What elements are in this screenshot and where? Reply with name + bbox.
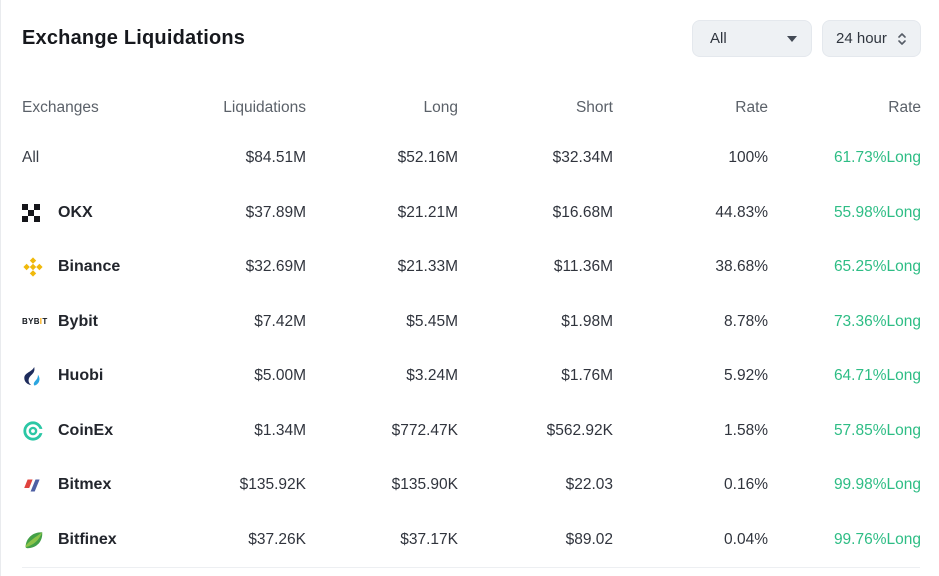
exchange-name: Bitfinex — [58, 530, 117, 548]
table-row-okx: OKX $37.89M $21.21M $16.68M 44.83% 55.98… — [22, 186, 921, 241]
long-value: $3.24M — [406, 367, 458, 385]
short-value: $1.76M — [561, 367, 613, 385]
liquidations-value: $5.00M — [254, 367, 306, 385]
liquidations-value: $37.26K — [248, 530, 306, 548]
coinex-logo-icon — [22, 420, 58, 442]
long-value: $135.90K — [391, 476, 458, 494]
liquidations-value: $32.69M — [245, 258, 306, 276]
liquidations-value: $1.34M — [254, 421, 306, 439]
long-value: $21.33M — [397, 258, 458, 276]
short-value: $1.98M — [561, 312, 613, 330]
bitfinex-logo-icon — [22, 528, 58, 552]
table-row-bitfinex: Bitfinex $37.26K $37.17K $89.02 0.04% 99… — [22, 513, 921, 568]
short-value: $32.34M — [552, 149, 613, 167]
liquidations-value: $135.92K — [239, 476, 306, 494]
short-value: $562.92K — [546, 421, 613, 439]
exchange-filter-value: All — [710, 30, 727, 47]
long-rate-value: 61.73%Long — [833, 149, 921, 167]
okx-logo-icon — [22, 203, 58, 222]
exchange-filter-dropdown[interactable]: All — [692, 20, 812, 57]
short-value: $89.02 — [565, 530, 613, 548]
rate-value: 5.92% — [724, 367, 768, 385]
exchange-name: CoinEx — [58, 421, 114, 439]
rate-value: 100% — [728, 149, 768, 167]
long-rate-value: 99.76%Long — [833, 530, 921, 548]
exchange-name: Binance — [58, 258, 121, 276]
col-header-long: Long — [423, 99, 458, 116]
col-header-exchanges: Exchanges — [22, 99, 99, 116]
liquidations-value: $37.89M — [245, 203, 306, 221]
rate-value: 0.04% — [724, 530, 768, 548]
timeframe-dropdown[interactable]: 24 hour — [822, 20, 921, 57]
bitmex-logo-icon — [22, 475, 58, 495]
rate-value: 0.16% — [724, 476, 768, 494]
liquidations-table: Exchanges Liquidations Long Short Rate R… — [1, 85, 939, 568]
table-header-row: Exchanges Liquidations Long Short Rate R… — [22, 85, 921, 131]
table-row-bybit: BYBIT Bybit $7.42M $5.45M $1.98M 8.78% 7… — [22, 295, 921, 350]
long-rate-value: 65.25%Long — [833, 258, 921, 276]
long-value: $21.21M — [397, 203, 458, 221]
bybit-logo-icon: BYBIT — [22, 317, 48, 327]
huobi-logo-icon — [22, 366, 58, 387]
long-rate-value: 57.85%Long — [833, 421, 921, 439]
exchange-name: OKX — [58, 203, 93, 221]
timeframe-value: 24 hour — [836, 30, 887, 47]
long-rate-value: 64.71%Long — [833, 367, 921, 385]
long-rate-value: 55.98%Long — [833, 203, 921, 221]
col-header-liquidations: Liquidations — [223, 99, 306, 116]
long-rate-value: 99.98%Long — [833, 476, 921, 494]
long-value: $37.17K — [400, 530, 458, 548]
exchange-name: All — [22, 149, 40, 167]
table-row-huobi: Huobi $5.00M $3.24M $1.76M 5.92% 64.71%L… — [22, 349, 921, 404]
short-value: $22.03 — [565, 476, 613, 494]
col-header-short: Short — [575, 99, 613, 116]
table-row-bitmex: Bitmex $135.92K $135.90K $22.03 0.16% 99… — [22, 458, 921, 513]
caret-down-icon — [787, 35, 797, 42]
exchange-name: Bitmex — [58, 476, 112, 494]
liquidations-value: $7.42M — [254, 312, 306, 330]
short-value: $11.36M — [553, 258, 613, 276]
table-row-coinex: CoinEx $1.34M $772.47K $562.92K 1.58% 57… — [22, 404, 921, 459]
rate-value: 44.83% — [715, 203, 768, 221]
short-value: $16.68M — [552, 203, 613, 221]
filter-group: All 24 hour — [692, 20, 921, 57]
rate-value: 38.68% — [715, 258, 768, 276]
card-header: Exchange Liquidations All 24 hour — [1, 0, 939, 57]
long-value: $772.47K — [391, 421, 458, 439]
exchange-name: Bybit — [58, 312, 98, 330]
col-header-rate: Rate — [735, 99, 768, 116]
liquidations-value: $84.51M — [245, 149, 306, 167]
chevron-up-down-icon — [894, 30, 910, 48]
col-header-rate2: Rate — [888, 99, 921, 116]
table-body: All $84.51M $52.16M $32.34M 100% 61.73%L… — [22, 131, 921, 568]
long-rate-value: 73.36%Long — [833, 312, 921, 330]
long-value: $5.45M — [406, 312, 458, 330]
rate-value: 1.58% — [724, 421, 768, 439]
binance-logo-icon — [22, 256, 58, 278]
long-value: $52.16M — [397, 149, 458, 167]
table-row-binance: Binance $32.69M $21.33M $11.36M 38.68% 6… — [22, 240, 921, 295]
exchange-name: Huobi — [58, 367, 104, 385]
rate-value: 8.78% — [724, 312, 768, 330]
table-row-all: All $84.51M $52.16M $32.34M 100% 61.73%L… — [22, 131, 921, 186]
page-title: Exchange Liquidations — [22, 27, 246, 49]
